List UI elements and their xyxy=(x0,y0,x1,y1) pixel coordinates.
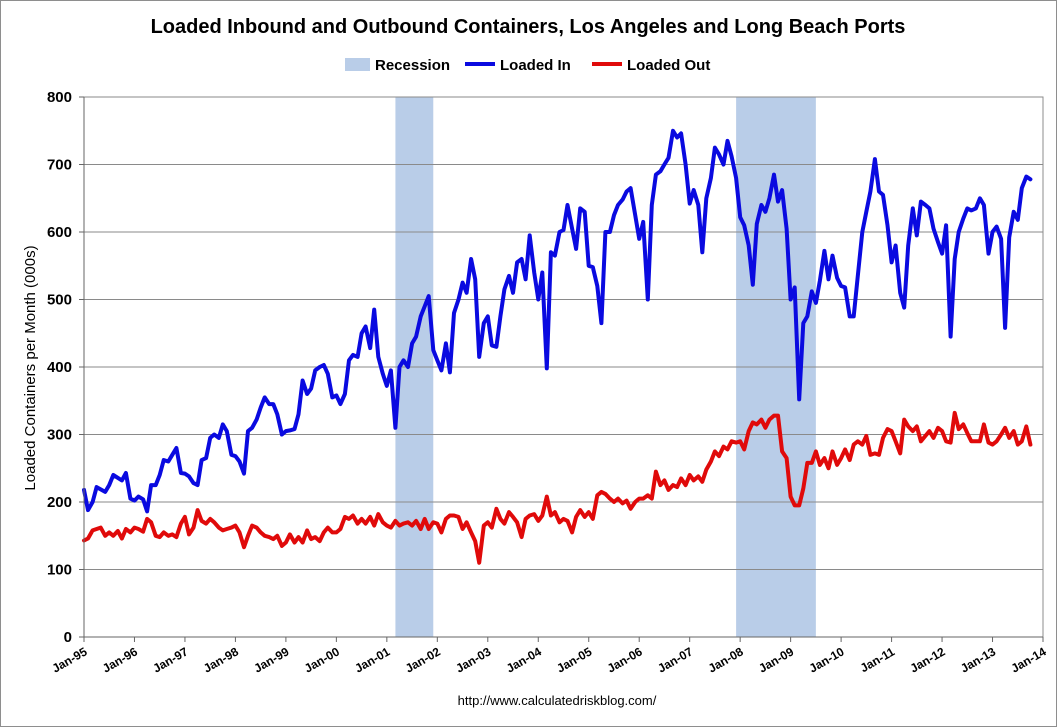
series-lines xyxy=(82,128,1033,565)
y-axis-label: Loaded Containers per Month (000s) xyxy=(22,245,39,490)
y-tick-label-100: 100 xyxy=(47,562,72,579)
x-tick-label-Jan-99: Jan-99 xyxy=(251,644,291,675)
x-tick-label-Jan-05: Jan-05 xyxy=(554,644,594,675)
y-tick-label-700: 700 xyxy=(47,157,72,174)
x-tick-label-Jan-07: Jan-07 xyxy=(655,644,695,675)
y-tick-label-300: 300 xyxy=(47,427,72,444)
x-tick-label-Jan-04: Jan-04 xyxy=(504,644,544,675)
x-tick-label-Jan-06: Jan-06 xyxy=(605,644,645,675)
y-tick-label-800: 800 xyxy=(47,89,72,106)
legend-loaded-out-label: Loaded Out xyxy=(627,57,710,74)
y-tick-label-0: 0 xyxy=(64,629,72,646)
x-tick-label-Jan-14: Jan-14 xyxy=(1009,644,1049,675)
x-tick-label-Jan-96: Jan-96 xyxy=(100,644,140,675)
source-url[interactable]: http://www.calculatedriskblog.com/ xyxy=(458,693,657,708)
x-tick-label-Jan-95: Jan-95 xyxy=(50,644,90,675)
x-tick-label-Jan-01: Jan-01 xyxy=(352,644,392,675)
y-tick-label-600: 600 xyxy=(47,224,72,241)
x-tick-label-Jan-98: Jan-98 xyxy=(201,644,241,675)
y-tick-label-500: 500 xyxy=(47,292,72,309)
x-tick-label-Jan-13: Jan-13 xyxy=(958,644,998,675)
chart-title: Loaded Inbound and Outbound Containers, … xyxy=(151,16,906,38)
y-tick-label-200: 200 xyxy=(47,494,72,511)
y-tick-label-400: 400 xyxy=(47,359,72,376)
x-tick-label-Jan-97: Jan-97 xyxy=(151,644,191,675)
x-tick-label-Jan-10: Jan-10 xyxy=(807,644,847,675)
x-tick-label-Jan-11: Jan-11 xyxy=(858,644,898,675)
x-tick-label-Jan-08: Jan-08 xyxy=(706,644,746,675)
legend-recession-swatch xyxy=(345,58,370,71)
x-tick-label-Jan-02: Jan-02 xyxy=(403,644,443,675)
series-line-loaded-in xyxy=(82,128,1033,514)
legend-recession-label: Recession xyxy=(375,57,450,74)
x-tick-label-Jan-12: Jan-12 xyxy=(908,644,948,675)
x-tick-label-Jan-03: Jan-03 xyxy=(453,644,493,675)
x-tick-label-Jan-00: Jan-00 xyxy=(302,644,342,675)
legend: Recession Loaded In Loaded Out xyxy=(345,57,710,74)
legend-loaded-in-label: Loaded In xyxy=(500,57,571,74)
series-line-loaded-out xyxy=(82,410,1033,565)
x-tick-label-Jan-09: Jan-09 xyxy=(756,644,796,675)
